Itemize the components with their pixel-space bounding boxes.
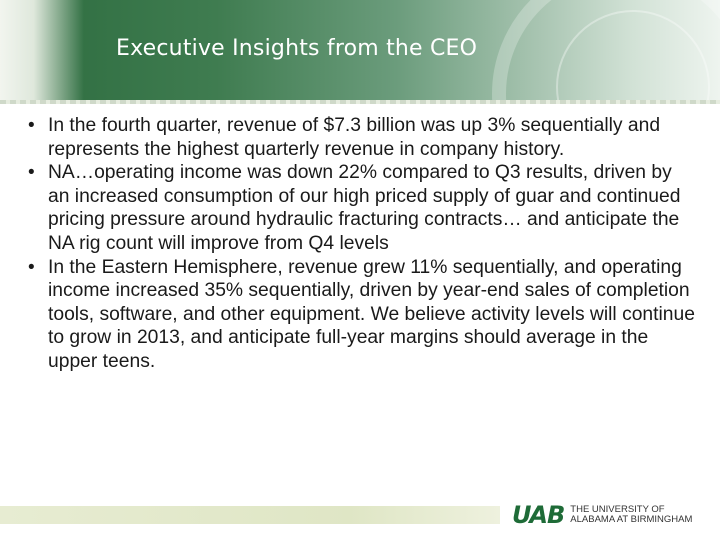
bullet-item: • In the Eastern Hemisphere, revenue gre… [18,256,698,374]
page-title: Executive Insights from the CEO [116,36,478,61]
slide-content: • In the fourth quarter, revenue of $7.3… [18,114,698,374]
bullet-text: In the Eastern Hemisphere, revenue grew … [48,256,695,372]
bullet-text: In the fourth quarter, revenue of $7.3 b… [48,115,661,160]
bullet-text: NA…operating income was down 22% compare… [48,162,681,254]
bullet-dot-icon: • [28,162,35,184]
header-banner: Executive Insights from the CEO [0,0,720,100]
logo-line-2: ALABAMA AT BIRMINGHAM [570,514,693,525]
footer-bar [0,506,500,524]
header-left-edge [0,0,84,100]
logo-line-1: THE UNIVERSITY OF [570,504,665,515]
bullet-dot-icon: • [28,256,35,278]
logo-mark: UAB [512,501,565,529]
logo-wordmark: THE UNIVERSITY OF ALABAMA AT BIRMINGHAM [570,505,692,525]
uab-logo: UAB THE UNIVERSITY OF ALABAMA AT BIRMING… [512,501,692,529]
bullet-item: • In the fourth quarter, revenue of $7.3… [18,114,698,161]
header-divider [0,100,720,104]
bullet-list: • In the fourth quarter, revenue of $7.3… [18,114,698,374]
bullet-dot-icon: • [28,115,35,136]
bullet-item: • NA…operating income was down 22% compa… [18,161,698,255]
